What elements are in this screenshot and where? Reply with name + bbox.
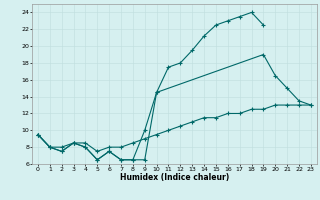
X-axis label: Humidex (Indice chaleur): Humidex (Indice chaleur) <box>120 173 229 182</box>
